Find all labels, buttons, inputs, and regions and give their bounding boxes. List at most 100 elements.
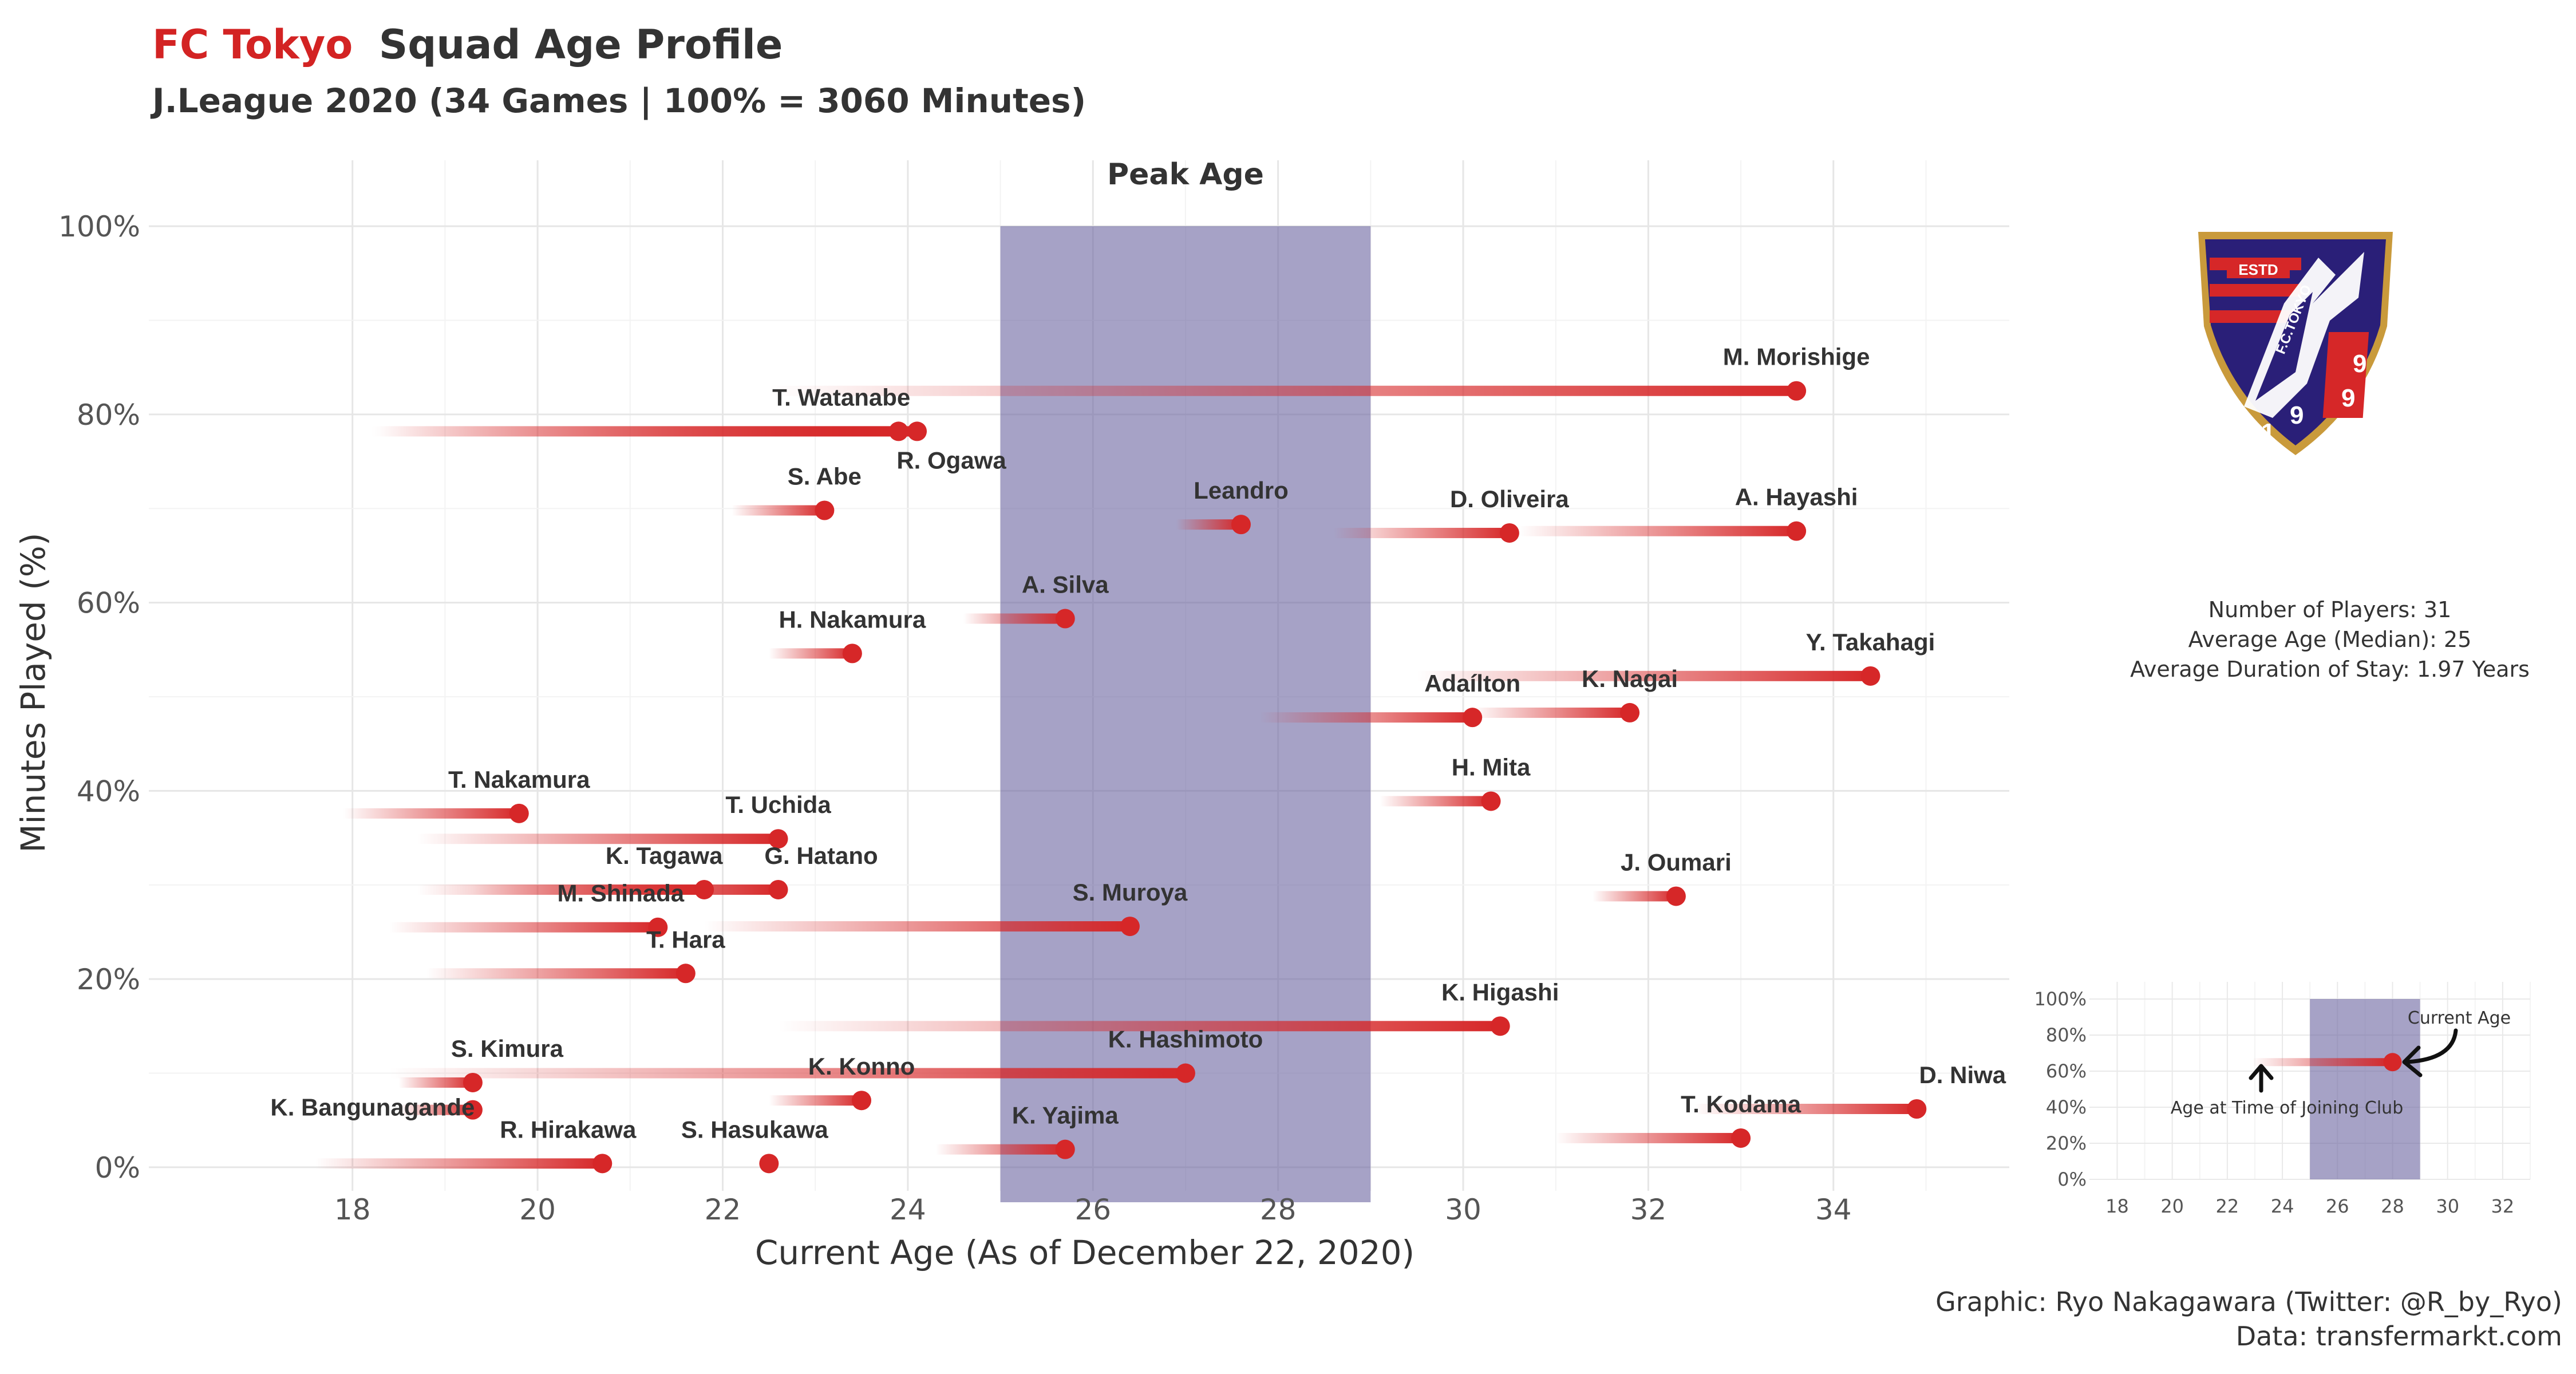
x-tick-label: 22 bbox=[705, 1193, 741, 1226]
chart-title: FC Tokyo Squad Age Profile bbox=[152, 21, 783, 68]
player-label: K. Bangunagande bbox=[270, 1094, 475, 1121]
x-tick-label: 32 bbox=[1630, 1193, 1667, 1226]
estd-box bbox=[2227, 259, 2290, 278]
player-point bbox=[815, 500, 835, 520]
stay-bar bbox=[1259, 712, 1473, 723]
player-point bbox=[592, 1154, 613, 1174]
player-label: Leandro bbox=[1194, 477, 1289, 504]
y-axis-title: Minutes Played (%) bbox=[14, 532, 53, 852]
chart-subtitle: J.League 2020 (34 Games | 100% = 3060 Mi… bbox=[150, 81, 1086, 120]
stat-players: Number of Players: 31 bbox=[2208, 597, 2452, 622]
y-tick-label: 20% bbox=[77, 963, 140, 996]
player-label: M. Morishige bbox=[1723, 344, 1870, 370]
player-point bbox=[1499, 523, 1519, 543]
stay-bar bbox=[769, 1095, 862, 1106]
player-point bbox=[463, 1100, 483, 1120]
y-tick-label: 80% bbox=[77, 398, 140, 432]
player-point bbox=[1175, 1063, 1195, 1083]
player-point bbox=[1055, 1139, 1075, 1159]
legend-band bbox=[2310, 999, 2420, 1179]
stay-bar bbox=[1694, 1103, 1917, 1114]
x-tick-label: 24 bbox=[890, 1193, 926, 1226]
y-tick-label: 60% bbox=[77, 587, 140, 620]
legend-x-tick-label: 22 bbox=[2216, 1195, 2239, 1217]
player-label: D. Oliveira bbox=[1450, 485, 1569, 512]
player-label: Y. Takahagi bbox=[1806, 629, 1935, 656]
stay-bar bbox=[1519, 526, 1797, 536]
player-point bbox=[1731, 1128, 1751, 1148]
player-label: K. Tagawa bbox=[606, 842, 723, 869]
player-label: T. Uchida bbox=[725, 791, 831, 818]
legend-x-tick-label: 26 bbox=[2326, 1195, 2349, 1217]
x-tick-label: 18 bbox=[334, 1193, 371, 1226]
legend-y-tick-label: 80% bbox=[2046, 1024, 2087, 1046]
x-tick-label: 20 bbox=[519, 1193, 556, 1226]
legend-x-tick-label: 28 bbox=[2381, 1195, 2404, 1217]
stat-stay: Average Duration of Stay: 1.97 Years bbox=[2130, 657, 2530, 682]
player-point bbox=[852, 1091, 872, 1111]
stay-bar bbox=[343, 808, 519, 819]
stay-bar bbox=[398, 1077, 473, 1088]
legend-y-tick-label: 100% bbox=[2034, 988, 2087, 1010]
player-point bbox=[1666, 886, 1686, 906]
player-point bbox=[675, 964, 696, 984]
legend-current-age-label: Current Age bbox=[2408, 1008, 2511, 1028]
player-label: A. Hayashi bbox=[1735, 484, 1858, 511]
legend-x-tick-label: 18 bbox=[2105, 1195, 2129, 1217]
stay-bar bbox=[963, 613, 1065, 624]
player-label: R. Ogawa bbox=[896, 447, 1006, 473]
player-label: S. Abe bbox=[788, 463, 862, 490]
legend-y-tick-label: 40% bbox=[2046, 1096, 2087, 1118]
x-tick-label: 28 bbox=[1260, 1193, 1297, 1226]
legend-y-tick-label: 0% bbox=[2057, 1168, 2087, 1190]
x-tick-label: 34 bbox=[1815, 1193, 1852, 1226]
player-point bbox=[1787, 521, 1807, 541]
player-label: Adaílton bbox=[1424, 670, 1520, 697]
player-label: A. Silva bbox=[1022, 571, 1109, 598]
stay-bar bbox=[1176, 519, 1241, 530]
legend-band-rect bbox=[2310, 999, 2420, 1179]
player-point bbox=[1490, 1016, 1510, 1036]
legend-axes: 18 20 22 24 26 28 30 32 0% 20% 40% 60% 80% 100% bbox=[2034, 988, 2515, 1217]
stay-bar bbox=[778, 1021, 1500, 1032]
y-tick-label: 0% bbox=[95, 1151, 140, 1185]
player-label: K. Higashi bbox=[1441, 978, 1559, 1005]
crest-digit-1: 1 bbox=[2261, 418, 2275, 447]
player-label: K. Yajima bbox=[1012, 1102, 1119, 1129]
legend-joining-arrow bbox=[2249, 1064, 2274, 1093]
player-point bbox=[694, 879, 714, 899]
player-point bbox=[768, 829, 788, 849]
legend-mini-chart: 18 20 22 24 26 28 30 32 0% 20% 40% 60% 80% 100% Curre… bbox=[2034, 982, 2531, 1217]
player-label: K. Hashimoto bbox=[1108, 1026, 1263, 1053]
player-label: H. Nakamura bbox=[779, 606, 926, 633]
crest-digit-4: 9 bbox=[2353, 350, 2366, 378]
legend-current-arrow bbox=[2405, 1028, 2458, 1064]
stay-bar bbox=[769, 385, 1797, 396]
stay-bar bbox=[769, 648, 852, 659]
player-point bbox=[1055, 609, 1075, 629]
player-marks: M. Morishige T. Watanabe R. Ogawa S. Abe Lea… bbox=[270, 344, 2006, 1174]
stay-bar bbox=[704, 921, 1130, 932]
stay-bar bbox=[1472, 707, 1630, 718]
legend-x-tick-label: 20 bbox=[2160, 1195, 2184, 1217]
crest-digit-3: 9 bbox=[2341, 384, 2355, 412]
legend-x-tick-label: 30 bbox=[2436, 1195, 2459, 1217]
player-label: S. Hasukawa bbox=[681, 1116, 828, 1143]
stay-bar bbox=[380, 426, 918, 437]
stay-bar bbox=[398, 1104, 473, 1115]
player-label: H. Mita bbox=[1452, 753, 1531, 780]
player-label: J. Oumari bbox=[1621, 848, 1732, 875]
legend-joining-label: Age at Time of Joining Club bbox=[2171, 1098, 2403, 1118]
player-point bbox=[1463, 708, 1483, 728]
peak-age-label: Peak Age bbox=[1107, 157, 1264, 192]
player-point bbox=[1620, 702, 1640, 722]
title-rest: Squad Age Profile bbox=[379, 21, 783, 68]
stay-bar bbox=[935, 1144, 1065, 1155]
stay-bar bbox=[732, 505, 825, 516]
player-label: R. Hirakawa bbox=[500, 1116, 637, 1143]
main-axes: 18 20 22 24 26 28 30 32 34 0% 20% 40% 60% 80% 100% bbox=[58, 210, 1852, 1226]
stat-median-age: Average Age (Median): 25 bbox=[2188, 627, 2472, 652]
player-point bbox=[907, 421, 927, 441]
y-tick-label: 100% bbox=[58, 210, 140, 243]
legend-x-tick-label: 24 bbox=[2271, 1195, 2294, 1217]
